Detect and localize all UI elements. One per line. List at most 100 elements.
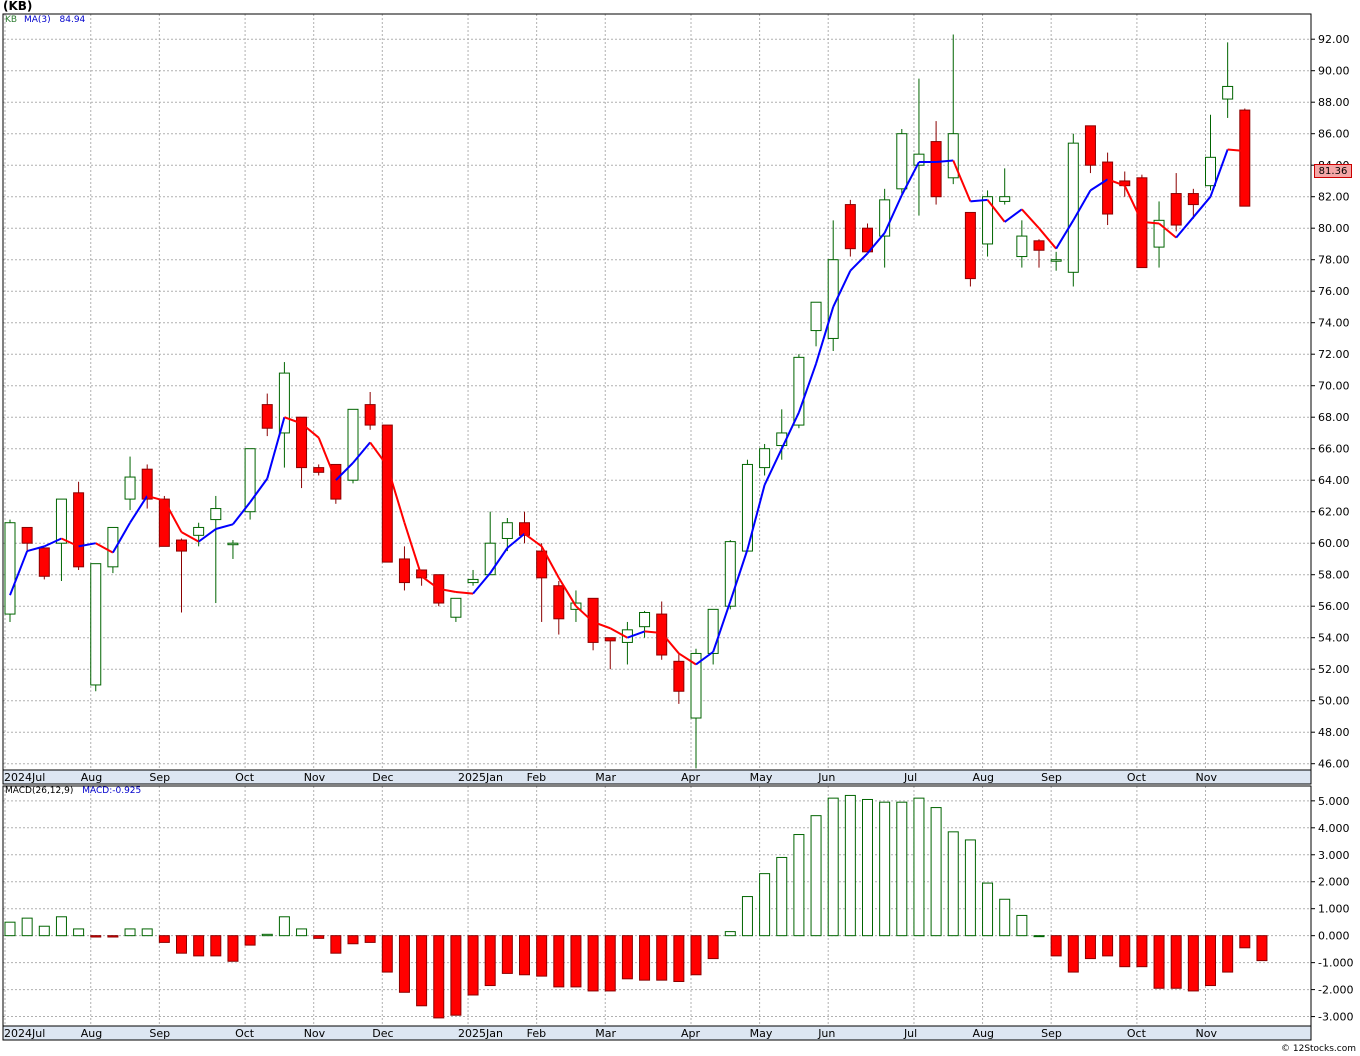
ma-segment — [335, 462, 354, 481]
candle-body — [673, 660, 685, 692]
ma-segment — [1055, 219, 1075, 250]
ma-segment — [883, 194, 903, 234]
macd-bar — [330, 935, 342, 954]
macd-grid — [3, 786, 1311, 1026]
ma-segment — [352, 441, 371, 464]
macd-x-tick-label: May — [750, 1027, 773, 1040]
macd-bar — [107, 935, 119, 938]
candle-body — [639, 612, 651, 628]
credit-text: © 12Stocks.com — [1281, 1044, 1356, 1054]
macd-bar — [827, 797, 839, 937]
candle-body — [90, 563, 102, 686]
moving-average-line — [9, 148, 1245, 666]
macd-bar — [141, 928, 153, 937]
macd-bar — [1153, 935, 1165, 989]
price-y-tick-label: 56.00 — [1318, 600, 1350, 613]
macd-bar — [553, 935, 565, 988]
candle-body — [1067, 142, 1079, 273]
price-x-tick-label: Nov — [304, 771, 326, 784]
ma-segment — [1072, 189, 1092, 221]
candle-body — [244, 448, 256, 513]
macd-bar — [210, 935, 222, 957]
candle-body — [450, 597, 462, 618]
candle-body — [862, 227, 873, 253]
candle-body — [1187, 193, 1199, 206]
macd-bar — [844, 794, 856, 937]
price-x-tick-label: Sep — [1041, 771, 1062, 784]
macd-bar — [398, 935, 410, 993]
ma-segment — [627, 630, 645, 639]
macd-x-tick-label: Nov — [1196, 1027, 1218, 1040]
macd-x-tick-label: 2025Jan — [458, 1027, 503, 1040]
ma-segment — [780, 412, 800, 450]
candle-body — [296, 416, 308, 469]
macd-bar — [158, 935, 170, 943]
macd-bar — [570, 935, 582, 988]
ma-segment — [1123, 185, 1143, 223]
candle-body — [193, 526, 205, 536]
ma-segment — [78, 542, 96, 548]
macd-bar — [982, 882, 994, 937]
price-x-tick-label: Aug — [973, 771, 994, 784]
ma-segment — [198, 528, 217, 543]
macd-bar — [639, 935, 651, 981]
candle-body — [964, 211, 976, 280]
macd-bar — [244, 935, 256, 946]
candle-body — [553, 585, 565, 620]
candle-body — [484, 542, 496, 576]
ma-segment — [1004, 208, 1023, 223]
ma-segment — [506, 532, 526, 549]
ma-segment — [1158, 222, 1177, 239]
price-y-tick-label: 74.00 — [1318, 317, 1350, 330]
macd-bar — [759, 873, 771, 937]
macd-x-tick-label: Mar — [595, 1027, 616, 1040]
candle-body — [690, 652, 702, 719]
ma-segment — [557, 577, 577, 607]
macd-x-tick-label: Dec — [372, 1027, 393, 1040]
macd-y-tick-label: 4.000 — [1318, 822, 1350, 835]
ma-segment — [215, 523, 234, 530]
ma-segment — [1021, 208, 1040, 229]
macd-y-tick-label: 3.000 — [1318, 849, 1350, 862]
ma-segment — [438, 587, 457, 594]
ma-segment — [1089, 178, 1109, 192]
candle-body — [467, 578, 479, 584]
ma-segment — [9, 550, 29, 596]
price-y-tick-label: 92.00 — [1318, 33, 1350, 46]
macd-bar — [947, 831, 959, 937]
candle-body — [1222, 85, 1234, 100]
macd-x-tick-label: Jul — [903, 1027, 917, 1040]
ma-segment — [472, 572, 491, 595]
ma-segment — [146, 494, 165, 502]
price-x-tick-label: Jun — [817, 771, 835, 784]
candle-body — [1205, 156, 1216, 187]
price-y-tick-label: 52.00 — [1318, 663, 1350, 676]
macd-bar — [896, 801, 908, 937]
ma-segment — [592, 621, 611, 630]
price-y-tick-label: 48.00 — [1318, 726, 1350, 739]
ma-segment — [849, 252, 869, 272]
candle-body — [930, 141, 942, 198]
macd-x-tick-label: Jun — [817, 1027, 835, 1040]
candle-body — [604, 637, 616, 642]
macd-label: MACD(26,12,9) — [5, 786, 74, 796]
ma-segment — [660, 632, 680, 655]
macd-bar — [73, 928, 85, 937]
macd-y-tick-label: 0.000 — [1318, 930, 1350, 943]
price-x-tick-label: Jul — [903, 771, 917, 784]
price-y-tick-label: 88.00 — [1318, 96, 1350, 109]
macd-x-tick-label: Aug — [81, 1027, 102, 1040]
macd-bar — [467, 935, 479, 996]
ma-segment — [746, 484, 766, 550]
price-y-tick-label: 86.00 — [1318, 128, 1350, 141]
candle-body — [519, 522, 530, 536]
macd-bar — [484, 935, 496, 987]
candle-body — [656, 613, 668, 656]
ma-segment — [266, 416, 286, 479]
macd-bar — [313, 935, 325, 939]
ma-segment — [866, 232, 886, 255]
ma-segment — [832, 270, 852, 308]
macd-value: MACD:-0.925 — [82, 786, 142, 796]
candle-body — [759, 448, 771, 469]
price-x-tick-label: Feb — [527, 771, 546, 784]
